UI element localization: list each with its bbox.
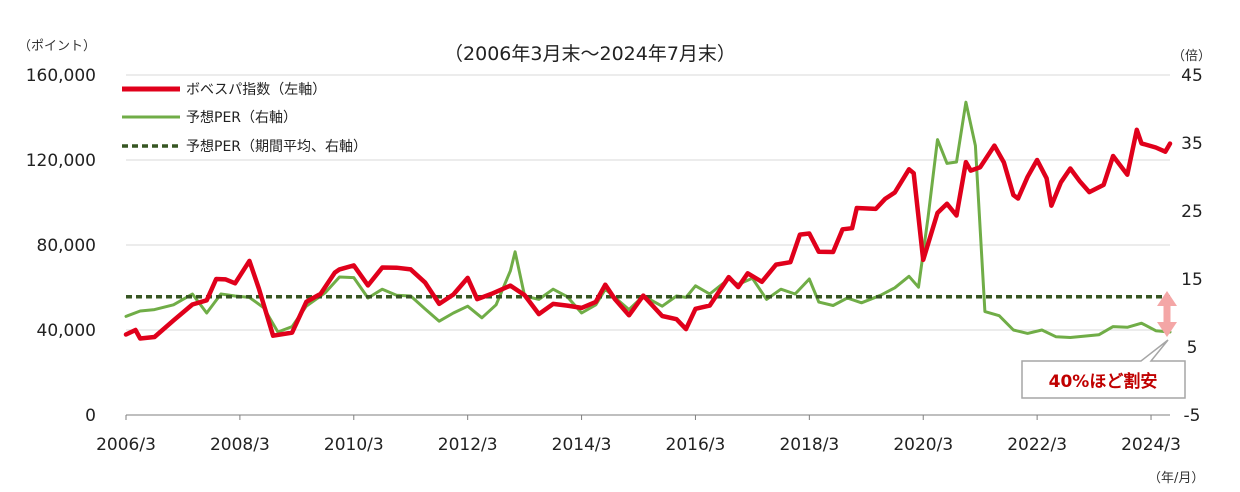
callout-text: 40%ほど割安 <box>1049 371 1158 392</box>
y-right-tick-label: 15 <box>1181 270 1203 290</box>
y-right-tick-labels: -5 5 15 25 35 45 <box>1181 66 1203 426</box>
y-right-tick-label: 35 <box>1181 134 1203 154</box>
x-tick-label: 2016/3 <box>666 435 726 455</box>
x-tick-label: 2022/3 <box>1007 435 1067 455</box>
x-axis-unit: （年/月） <box>1148 471 1204 486</box>
x-tick-label: 2010/3 <box>324 435 384 455</box>
x-tick-label: 2024/3 <box>1121 435 1181 455</box>
y-right-tick-label: -5 <box>1184 406 1201 426</box>
x-tick-labels: 2006/3 2008/3 2010/3 2012/3 2014/3 2016/3 2018… <box>96 414 1181 455</box>
y-left-tick-label: 40,000 <box>37 321 96 341</box>
y-right-unit: （倍） <box>1172 49 1211 64</box>
legend-label-per-average: 予想PER（期間平均、右軸） <box>186 139 367 155</box>
y-left-tick-label: 0 <box>85 406 96 426</box>
y-right-tick-label: 5 <box>1187 338 1198 358</box>
y-left-unit: （ポイント） <box>18 39 96 54</box>
y-left-tick-label: 120,000 <box>26 151 96 171</box>
y-left-tick-labels: 0 40,000 80,000 120,000 160,000 <box>26 66 96 426</box>
x-tick-label: 2012/3 <box>438 435 498 455</box>
gap-arrow <box>1157 291 1177 337</box>
y-right-tick-label: 25 <box>1181 202 1203 222</box>
x-tick-label: 2008/3 <box>210 435 270 455</box>
x-tick-label: 2020/3 <box>893 435 953 455</box>
x-tick-label: 2006/3 <box>96 435 156 455</box>
callout-box <box>1021 339 1186 399</box>
y-left-tick-label: 80,000 <box>37 236 96 256</box>
legend-label-per: 予想PER（右軸） <box>186 110 297 126</box>
legend-label-bovespa: ボベスパ指数（左軸） <box>186 82 326 98</box>
callout: 40%ほど割安 <box>1021 339 1186 399</box>
x-tick-label: 2014/3 <box>552 435 612 455</box>
y-left-tick-label: 160,000 <box>26 66 96 86</box>
chart-title: （2006年3月末～2024年7月末） <box>444 43 736 65</box>
series-line-bovespa <box>123 127 1173 341</box>
legend: ボベスパ指数（左軸） 予想PER（右軸） 予想PER（期間平均、右軸） <box>122 82 367 155</box>
series-layer <box>123 100 1173 341</box>
x-tick-label: 2018/3 <box>779 435 839 455</box>
gridlines <box>126 74 1170 331</box>
y-right-tick-label: 45 <box>1181 66 1203 86</box>
